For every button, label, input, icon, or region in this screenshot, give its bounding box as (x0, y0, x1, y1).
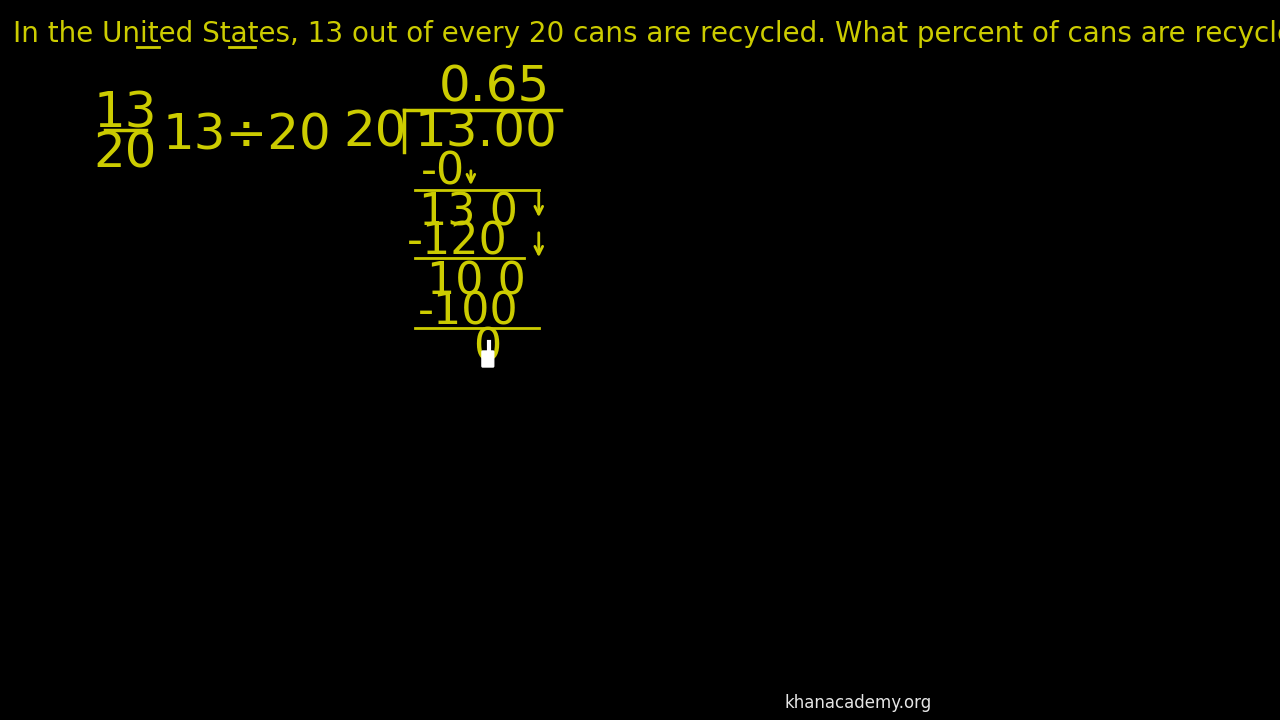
Text: In the United States, 13 out of every 20 cans are recycled. What percent of cans: In the United States, 13 out of every 20… (13, 20, 1280, 48)
Text: 0: 0 (474, 326, 502, 369)
FancyBboxPatch shape (483, 351, 494, 367)
Text: -120: -120 (407, 220, 508, 264)
Text: 20: 20 (93, 129, 157, 177)
Text: 10 0: 10 0 (426, 261, 526, 304)
Text: 13 0: 13 0 (419, 192, 518, 235)
Text: 0.65: 0.65 (439, 63, 550, 111)
Text: 13÷20: 13÷20 (163, 111, 332, 159)
Text: 20: 20 (343, 108, 407, 156)
Text: 13.00: 13.00 (415, 108, 557, 156)
Text: 13: 13 (93, 89, 157, 137)
Text: -100: -100 (419, 290, 518, 333)
Text: -0: -0 (421, 150, 465, 194)
Text: khanacademy.org: khanacademy.org (785, 694, 932, 712)
